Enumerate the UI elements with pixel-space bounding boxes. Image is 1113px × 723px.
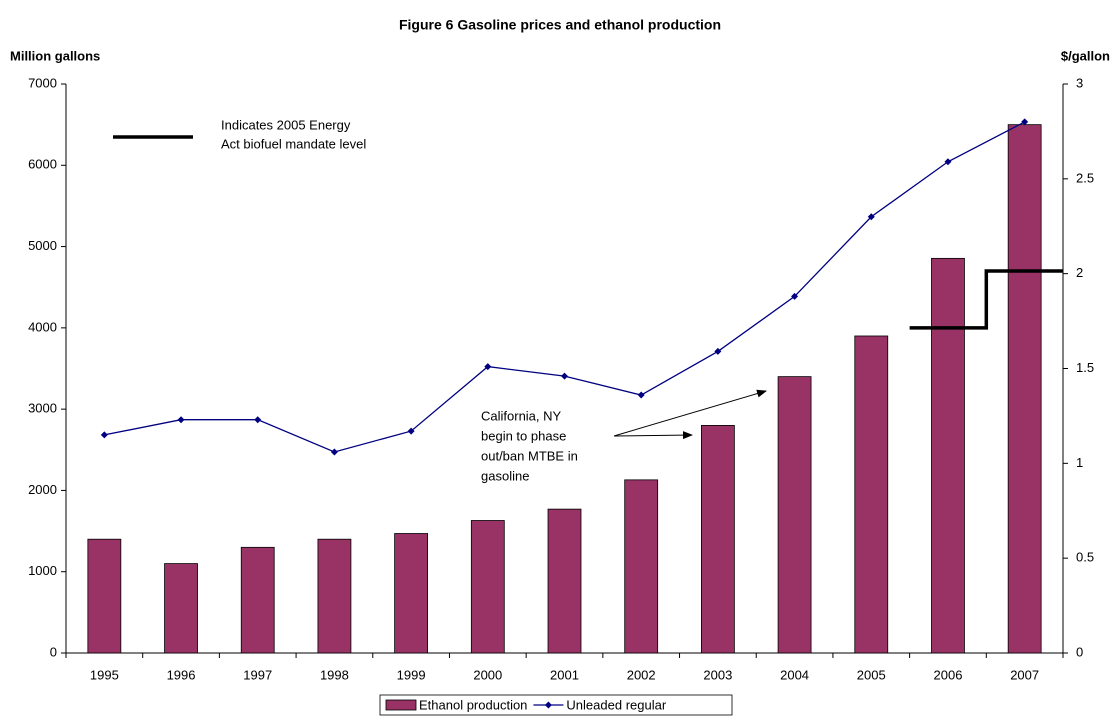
y-tick-label: 6000	[28, 157, 57, 172]
x-tick-label: 2000	[473, 667, 502, 682]
y-tick-label: 2000	[28, 482, 57, 497]
mandate-label: Act biofuel mandate level	[221, 136, 366, 151]
bar	[854, 335, 889, 654]
y2-tick-label: 0.5	[1076, 550, 1094, 565]
annotation: out/ban MTBE in	[481, 448, 578, 463]
x-tick-label: 1996	[167, 667, 196, 682]
marker	[944, 158, 952, 166]
x-tick-label: 2004	[780, 667, 809, 682]
x-tick-label: 2001	[550, 667, 579, 682]
marker	[637, 391, 645, 399]
y2-axis-label: $/gallon	[1061, 48, 1110, 63]
legend-label: Unleaded regular	[566, 697, 666, 712]
bar	[547, 508, 582, 654]
x-tick-label: 2005	[857, 667, 886, 682]
chart-title: Figure 6 Gasoline prices and ethanol pro…	[399, 17, 721, 33]
x-tick-label: 2003	[703, 667, 732, 682]
annotation-arrow	[613, 431, 693, 440]
x-tick-label: 2007	[1010, 667, 1039, 682]
legend-marker	[544, 701, 552, 709]
y-tick-label: 4000	[28, 319, 57, 334]
x-tick-label: 2006	[934, 667, 963, 682]
marker	[561, 372, 568, 380]
y-tick-label: 1000	[28, 563, 57, 578]
marker	[714, 347, 722, 355]
bar	[931, 257, 965, 654]
y2-tick-label: 2	[1076, 265, 1083, 280]
x-tick-label: 1995	[90, 667, 119, 682]
bar	[624, 479, 659, 654]
marker	[177, 416, 185, 424]
y-tick-label: 3000	[28, 401, 57, 416]
mandate-line	[909, 269, 1063, 330]
marker	[100, 431, 108, 439]
legend-swatch	[385, 699, 417, 711]
mandate-label: Indicates 2005 Energy	[221, 117, 351, 132]
marker	[330, 448, 338, 456]
annotation: begin to phase	[481, 428, 566, 443]
marker	[254, 416, 262, 424]
legend-label: Ethanol production	[419, 697, 527, 712]
x-tick-label: 1997	[243, 667, 272, 682]
y2-tick-label: 2.5	[1076, 170, 1094, 185]
marker	[791, 292, 799, 300]
y2-tick-label: 1.5	[1076, 360, 1094, 375]
bar	[317, 538, 352, 654]
marker	[1021, 118, 1029, 126]
y-tick-label: 0	[50, 644, 57, 659]
annotation-arrow	[613, 389, 767, 437]
bar	[394, 533, 429, 654]
y2-tick-label: 0	[1076, 644, 1083, 659]
bar	[700, 424, 735, 654]
y2-tick-label: 1	[1076, 455, 1083, 470]
y-tick-label: 5000	[28, 238, 57, 253]
bar	[164, 563, 198, 654]
y-axis-label: Million gallons	[10, 48, 100, 63]
x-tick-label: 1998	[320, 667, 349, 682]
annotation: gasoline	[481, 468, 529, 483]
annotation: California, NY	[481, 408, 562, 423]
bar	[87, 538, 122, 654]
y-tick-label: 7000	[28, 75, 57, 90]
bar	[777, 376, 812, 654]
bar	[240, 546, 275, 654]
marker	[407, 427, 415, 435]
x-tick-label: 2002	[627, 667, 656, 682]
bar	[470, 520, 505, 654]
marker	[484, 363, 492, 371]
y2-tick-label: 3	[1076, 75, 1083, 90]
marker	[867, 213, 875, 221]
x-tick-label: 1999	[397, 667, 426, 682]
bar	[1007, 124, 1042, 654]
